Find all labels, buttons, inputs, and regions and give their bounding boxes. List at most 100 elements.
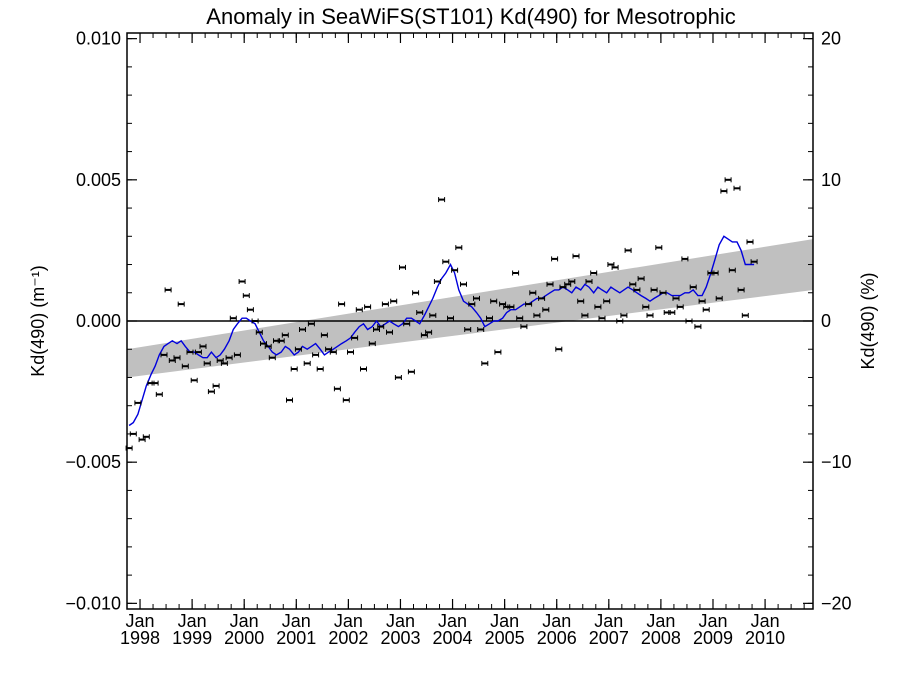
data-point [403, 321, 411, 327]
plot-area [125, 177, 813, 451]
data-point [386, 329, 393, 335]
data-point [702, 307, 710, 313]
data-point-marker [295, 348, 302, 351]
data-point [229, 315, 237, 321]
data-point [499, 301, 507, 307]
data-point [590, 270, 598, 276]
data-point [733, 185, 741, 191]
data-point [728, 267, 736, 273]
data-point-marker [252, 320, 259, 322]
data-point-marker [412, 291, 419, 294]
data-point [342, 397, 350, 403]
data-point-marker [460, 283, 467, 286]
data-point-marker [278, 339, 285, 342]
data-point-marker [356, 308, 363, 311]
data-point-marker [403, 322, 410, 325]
data-point [220, 360, 228, 366]
data-point-marker [243, 294, 250, 297]
data-point [390, 298, 398, 304]
data-point-marker [542, 308, 549, 311]
data-point [525, 301, 533, 307]
data-point [546, 281, 554, 287]
data-point [746, 239, 754, 245]
data-point [650, 287, 658, 293]
chart-title: Anomaly in SeaWiFS(ST101) Kd(490) for Me… [206, 4, 735, 29]
data-point [477, 327, 485, 332]
data-point [325, 346, 333, 352]
data-point-marker [729, 269, 736, 272]
y-tick-label-left: −0.010 [65, 593, 121, 613]
data-point [659, 290, 667, 296]
data-point [681, 256, 689, 262]
x-tick-label-year: 2001 [276, 628, 316, 648]
data-point [720, 188, 728, 194]
data-point-marker [625, 249, 632, 252]
data-point-marker [564, 283, 571, 286]
data-point [633, 287, 641, 293]
data-point-marker [490, 300, 497, 303]
data-point-marker [148, 382, 154, 385]
data-point [173, 355, 181, 361]
data-point-marker [364, 305, 371, 308]
data-point [538, 295, 546, 301]
data-point-marker [716, 297, 723, 300]
y-tick-label-right: −20 [821, 593, 852, 613]
data-point [194, 349, 202, 355]
x-tick-label-year: 1998 [120, 628, 160, 648]
data-point-marker [655, 246, 662, 249]
data-point-marker [660, 291, 666, 294]
data-point-marker [538, 297, 545, 300]
data-point-marker [317, 368, 324, 370]
data-point [351, 335, 359, 341]
x-tick-label-year: 2007 [589, 628, 629, 648]
data-point [238, 279, 246, 284]
data-point [160, 352, 168, 358]
data-point [186, 349, 194, 355]
data-point [216, 358, 224, 363]
data-point [155, 391, 163, 397]
data-point [286, 397, 293, 403]
data-point [347, 349, 354, 355]
data-point-marker [673, 297, 679, 300]
data-point [260, 341, 267, 347]
data-point [251, 318, 259, 324]
x-tick-label-month: Jan [386, 611, 415, 631]
x-tick-label-month: Jan [646, 611, 675, 631]
data-point [277, 338, 285, 344]
trend-band [127, 239, 813, 378]
data-point [451, 267, 459, 273]
data-point-marker [668, 311, 675, 314]
data-point [711, 270, 719, 276]
x-tick-label-year: 2004 [433, 628, 473, 648]
data-point [507, 304, 515, 310]
data-point-marker [347, 351, 354, 354]
data-point [646, 312, 654, 318]
data-point [373, 327, 380, 332]
data-point [199, 343, 207, 349]
x-tick-label-year: 2002 [328, 628, 368, 648]
data-point [559, 284, 567, 290]
data-point-marker [677, 305, 684, 308]
data-point-marker [399, 266, 406, 269]
axes: 0.0100.0050.000−0.005−0.01020100−10−20Ja… [65, 29, 851, 648]
x-tick-label-month: Jan [230, 611, 259, 631]
x-tick-label-month: Jan [178, 611, 207, 631]
data-point-marker [282, 334, 289, 337]
data-point [333, 386, 341, 392]
data-point-marker [421, 334, 428, 337]
data-point-marker [642, 305, 649, 308]
data-point [307, 321, 315, 327]
data-point [603, 298, 611, 304]
data-point-marker [217, 359, 224, 362]
data-point-marker [442, 260, 449, 263]
data-point-marker [486, 317, 493, 320]
data-point [455, 245, 463, 251]
y-tick-label-left: 0.000 [76, 311, 121, 331]
data-point-marker [143, 435, 150, 438]
data-point-marker [377, 325, 384, 328]
data-point-marker [581, 314, 588, 317]
data-point [490, 298, 498, 304]
data-point [473, 295, 480, 301]
data-point [460, 281, 467, 287]
data-point-marker [734, 187, 740, 190]
